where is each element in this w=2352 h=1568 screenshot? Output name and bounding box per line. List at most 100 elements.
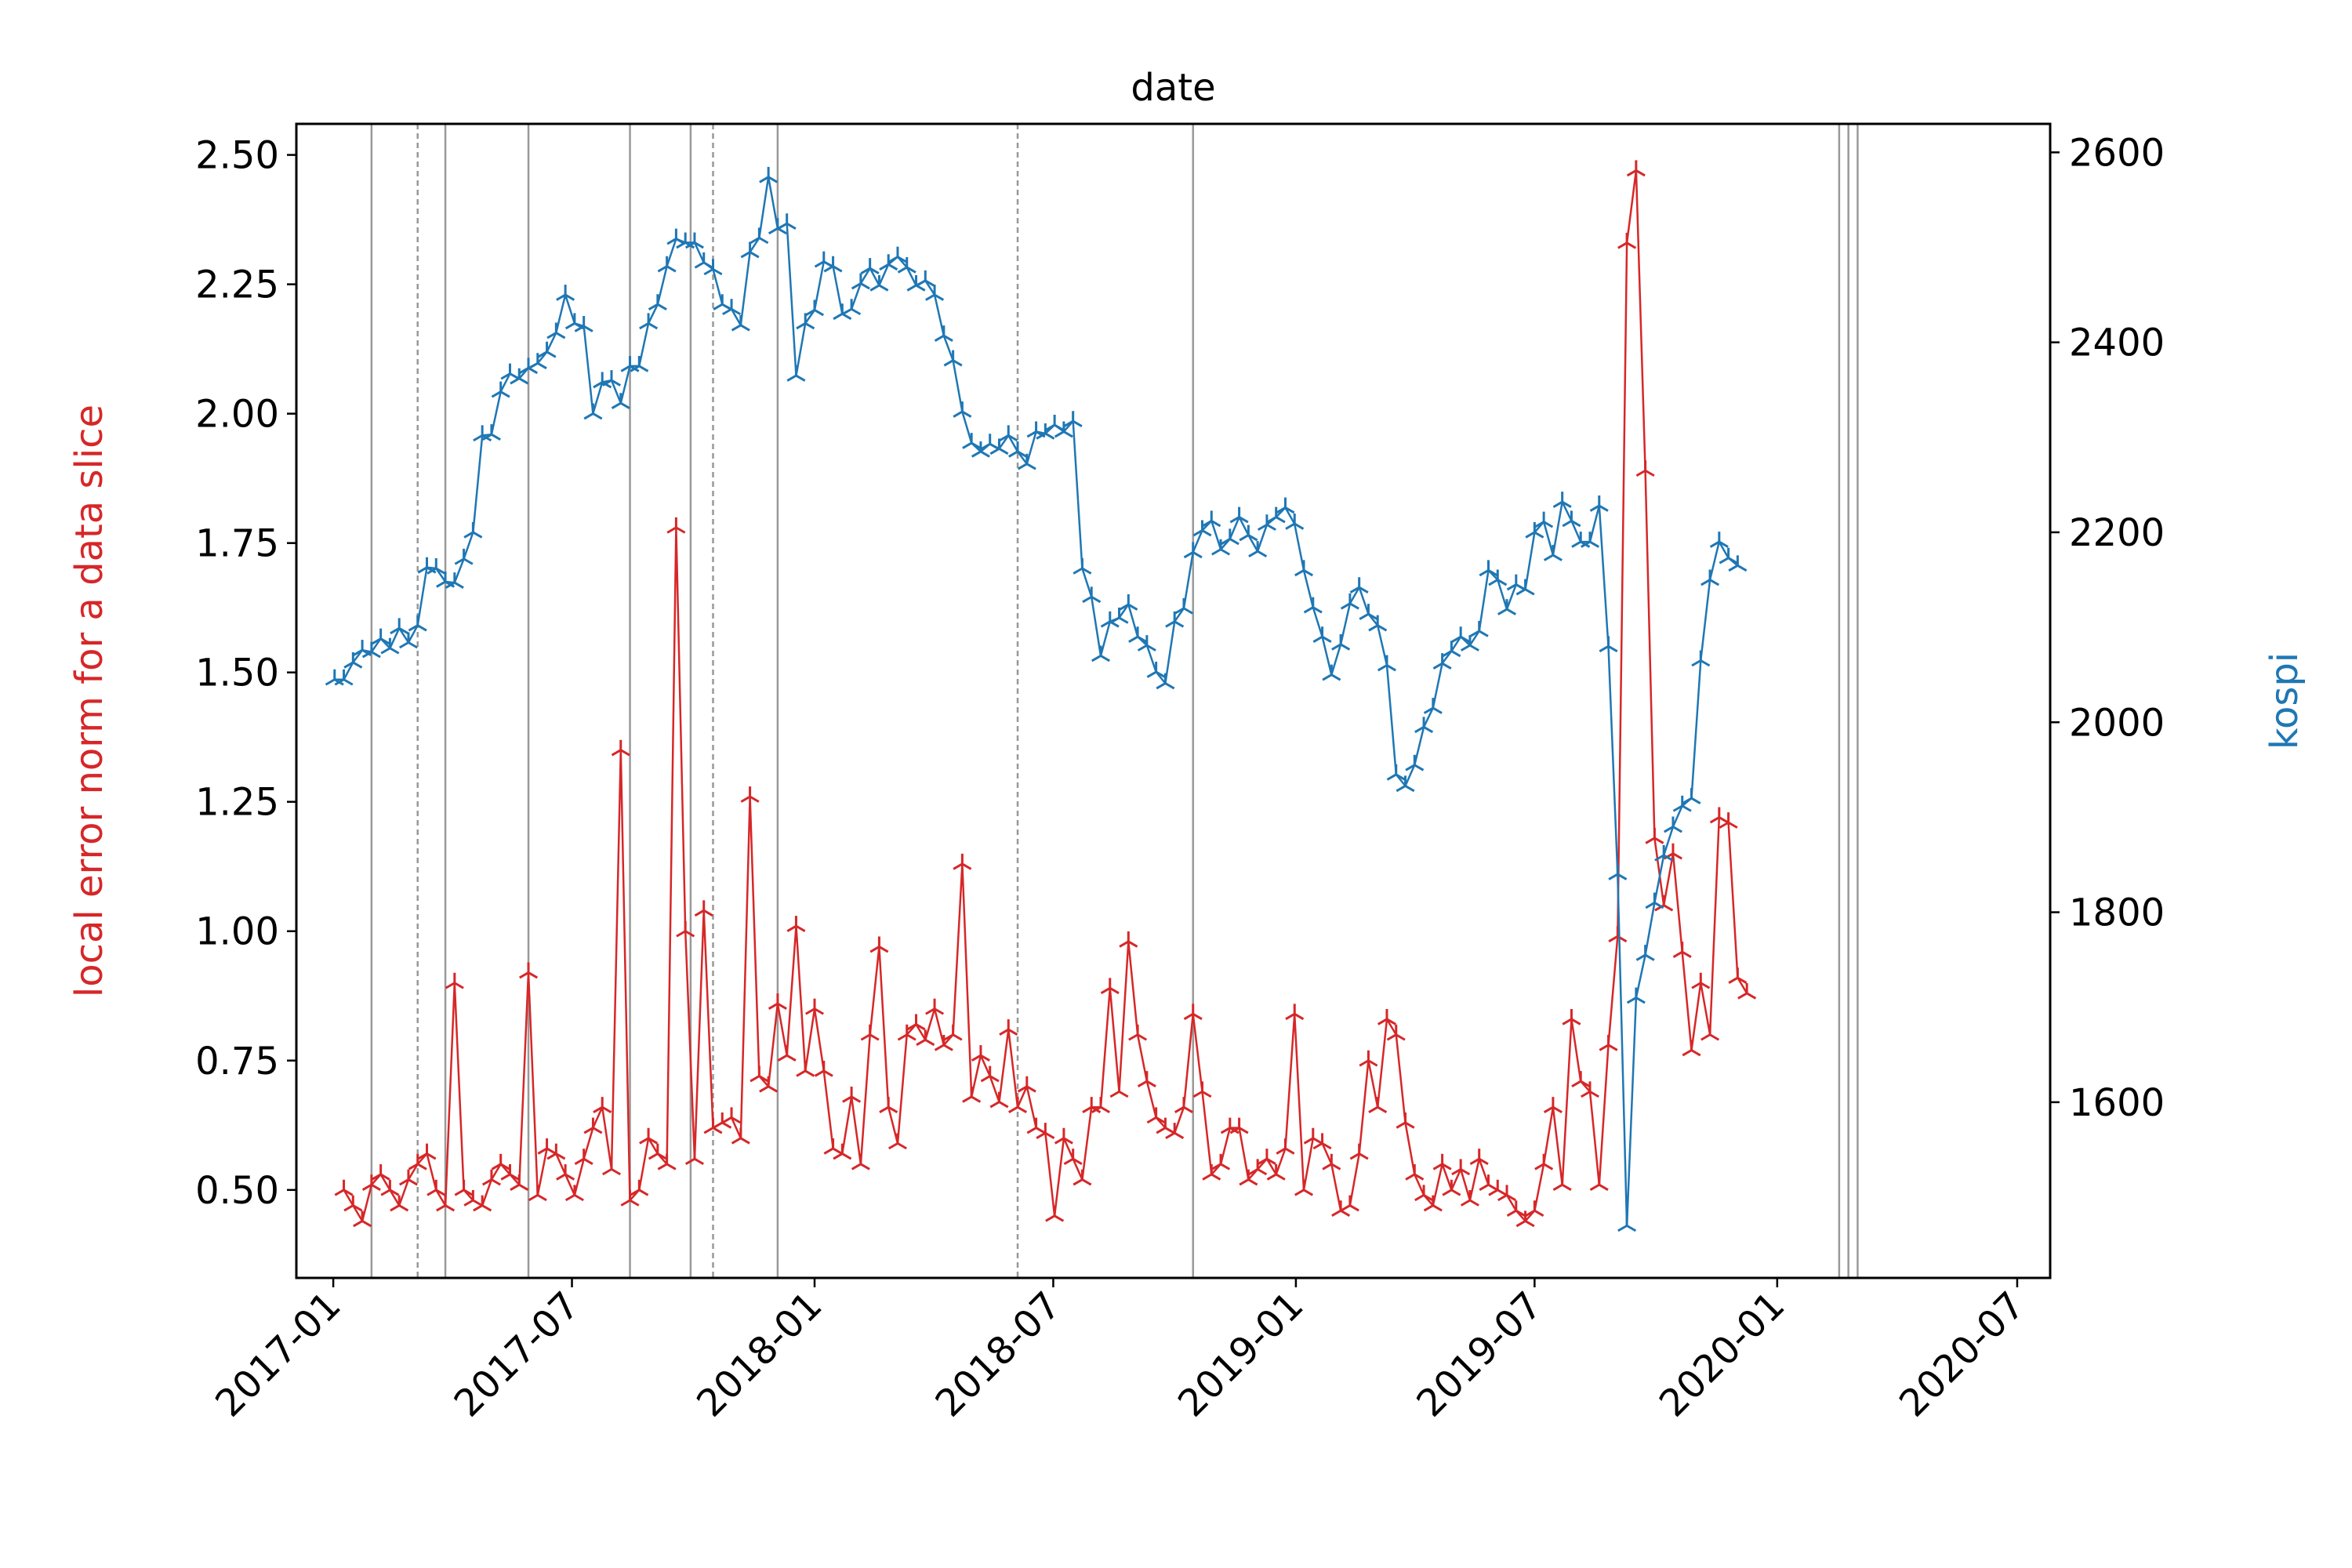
data-point <box>1091 1097 1110 1113</box>
data-point <box>897 256 916 274</box>
data-point <box>814 251 833 268</box>
data-point <box>630 1179 649 1196</box>
data-point <box>1525 1200 1544 1217</box>
data-point <box>1045 1205 1065 1222</box>
data-point <box>1137 635 1156 652</box>
data-point <box>1091 645 1110 662</box>
data-point <box>593 1097 612 1113</box>
data-point <box>491 1153 510 1171</box>
data-point <box>556 285 575 301</box>
data-point <box>1479 1174 1498 1191</box>
data-point <box>1423 1195 1443 1212</box>
data-point <box>574 1149 593 1165</box>
data-point <box>823 1138 843 1155</box>
data-point <box>1571 1071 1591 1087</box>
data-point <box>971 1045 990 1062</box>
data-point <box>943 1024 963 1041</box>
data-point <box>1506 574 1526 591</box>
data-point <box>1728 555 1748 572</box>
data-point <box>1599 636 1618 653</box>
data-point <box>1165 611 1185 628</box>
data-point <box>1580 1081 1600 1098</box>
data-point <box>519 962 539 979</box>
data-point <box>953 401 972 418</box>
data-point <box>906 1014 926 1031</box>
chart-title: date <box>1131 66 1215 110</box>
data-point <box>463 521 483 539</box>
data-point <box>842 299 862 316</box>
data-point <box>1497 1185 1517 1202</box>
data-point <box>1709 532 1729 548</box>
data-point <box>796 313 815 330</box>
data-point <box>361 1174 381 1191</box>
data-point <box>676 920 695 938</box>
data-point <box>1165 1123 1185 1139</box>
left-series <box>334 160 1757 1228</box>
data-point <box>528 1185 547 1202</box>
data-point <box>648 1143 667 1160</box>
data-point <box>1073 557 1092 575</box>
data-point <box>1331 1200 1351 1217</box>
data-point <box>1137 1071 1156 1087</box>
data-point <box>408 615 427 632</box>
data-point <box>750 227 769 245</box>
data-point <box>1534 511 1554 528</box>
data-point <box>777 213 797 230</box>
data-point <box>1515 579 1535 596</box>
data-point <box>1663 816 1682 833</box>
data-point <box>887 246 907 263</box>
data-point <box>842 1086 862 1103</box>
data-point <box>1396 1112 1415 1129</box>
data-point <box>989 438 1009 456</box>
data-point <box>989 1091 1009 1109</box>
data-point <box>999 1019 1018 1036</box>
data-point <box>925 998 945 1015</box>
data-point <box>1543 545 1563 561</box>
data-point <box>1386 1024 1406 1041</box>
data-point <box>1128 1024 1148 1041</box>
data-point <box>1359 604 1378 620</box>
data-point <box>1700 1024 1720 1041</box>
data-point <box>1672 795 1692 812</box>
data-point <box>1248 541 1268 557</box>
data-point <box>1368 1097 1388 1113</box>
data-point <box>999 425 1018 442</box>
data-point <box>879 254 898 271</box>
y-left-tick-label: 1.75 <box>195 522 279 566</box>
data-point <box>1192 520 1212 537</box>
data-point <box>1312 626 1332 644</box>
data-point <box>408 1153 427 1171</box>
data-point <box>1626 987 1646 1004</box>
data-point <box>1202 510 1221 528</box>
data-point <box>1257 1149 1276 1165</box>
data-point <box>371 1163 390 1181</box>
data-point <box>1340 1195 1359 1212</box>
data-point <box>1128 626 1148 644</box>
data-point <box>1469 620 1489 637</box>
data-point <box>371 628 390 645</box>
data-point <box>713 1112 732 1129</box>
data-point <box>1294 560 1314 577</box>
data-point <box>1036 1123 1055 1139</box>
data-point <box>1192 1081 1212 1098</box>
data-point <box>398 632 418 649</box>
data-point <box>1534 1153 1554 1171</box>
data-point <box>1156 1117 1175 1134</box>
data-point <box>1054 1127 1073 1145</box>
data-point <box>454 1179 474 1196</box>
data-point <box>398 1169 418 1186</box>
data-point <box>1719 812 1738 829</box>
data-point <box>1303 1127 1323 1145</box>
data-point <box>564 1185 584 1202</box>
data-point <box>537 1138 557 1155</box>
data-point <box>334 1179 354 1196</box>
data-point <box>759 1076 779 1093</box>
data-point <box>777 1045 797 1062</box>
data-point <box>1552 1174 1572 1191</box>
data-point <box>620 1189 640 1207</box>
data-point <box>1488 1179 1508 1196</box>
data-point <box>1396 775 1415 793</box>
plot-frame <box>295 122 2052 1279</box>
y-right-tick-label: 2600 <box>2069 131 2165 175</box>
data-point <box>463 1189 483 1207</box>
